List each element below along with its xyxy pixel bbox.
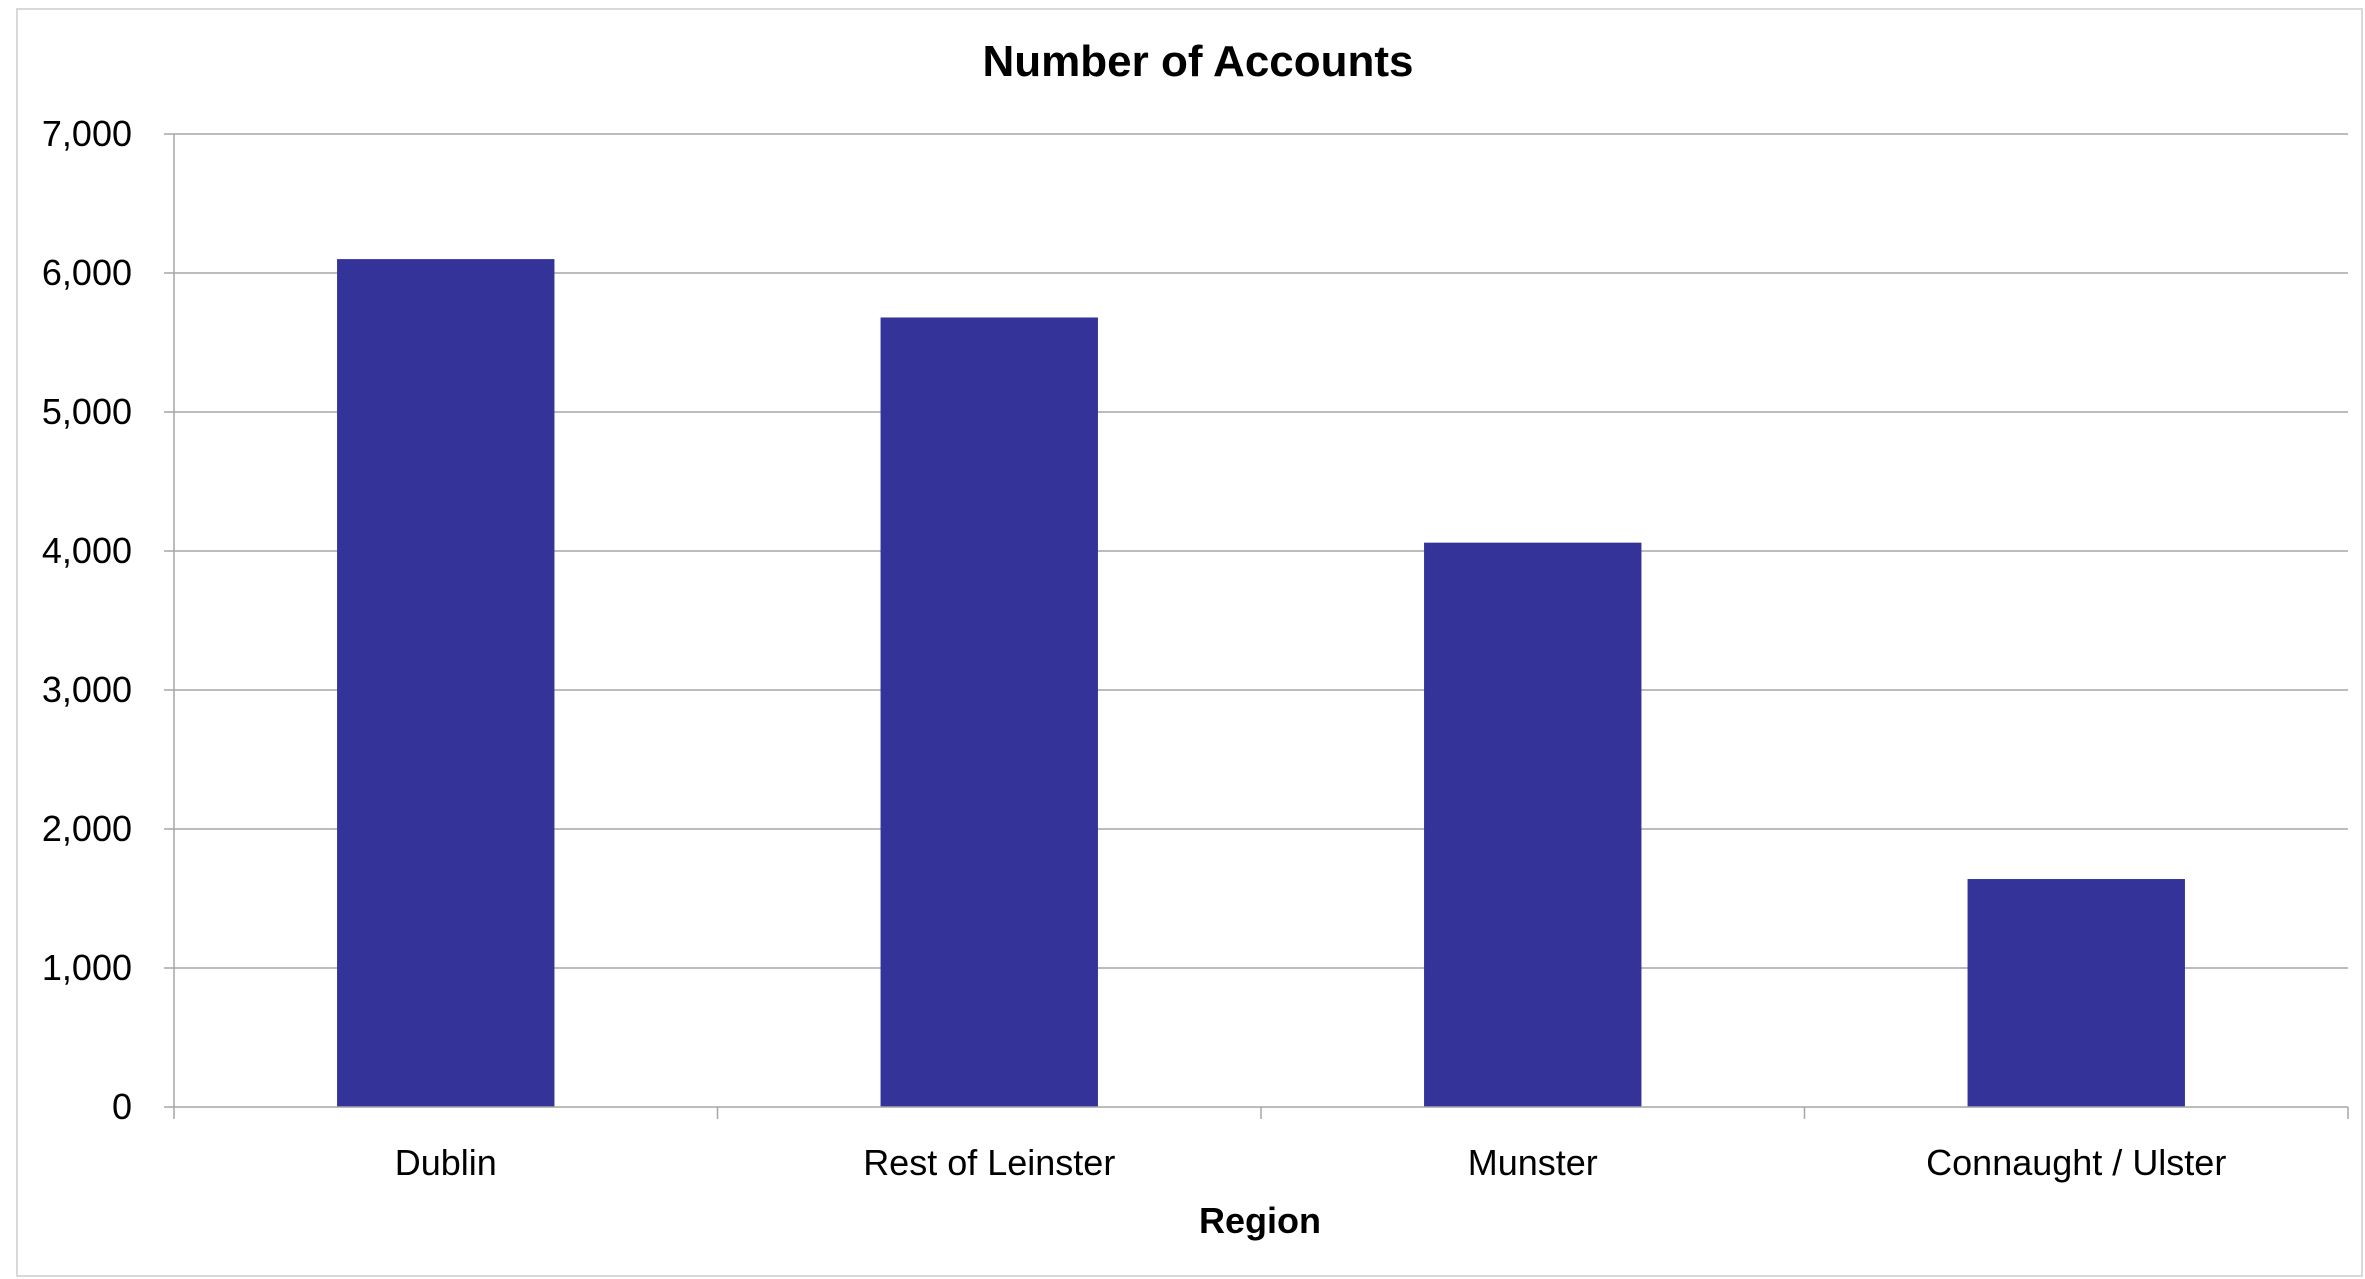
y-tick-label: 1,000 bbox=[42, 947, 132, 988]
bars bbox=[337, 259, 2185, 1108]
y-tick-label: 2,000 bbox=[42, 808, 132, 849]
x-tick-label: Connaught / Ulster bbox=[1926, 1142, 2226, 1183]
bar-dublin bbox=[337, 259, 555, 1108]
chart-title: Number of Accounts bbox=[982, 37, 1413, 86]
bar-connaught-ulster bbox=[1967, 879, 2185, 1107]
y-tick-label: 7,000 bbox=[42, 113, 132, 154]
y-tick-label: 4,000 bbox=[42, 530, 132, 571]
x-axis-title: Region bbox=[1199, 1200, 1321, 1241]
bar-munster bbox=[1424, 542, 1642, 1107]
axes bbox=[164, 133, 2349, 1119]
y-tick-labels: 0 1,000 2,000 3,000 4,000 5,000 6,000 7,000 bbox=[42, 113, 132, 1127]
x-tick-label: Munster bbox=[1468, 1142, 1598, 1183]
y-tick-label: 6,000 bbox=[42, 252, 132, 293]
x-tick-label: Dublin bbox=[395, 1142, 497, 1183]
y-tick-label: 5,000 bbox=[42, 391, 132, 432]
y-tick-label: 3,000 bbox=[42, 669, 132, 710]
y-tick-label: 0 bbox=[112, 1086, 132, 1127]
bar-rest-of-leinster bbox=[880, 317, 1098, 1108]
x-tick-labels: Dublin Rest of Leinster Munster Connaught /… bbox=[395, 1142, 2227, 1183]
x-tick-label: Rest of Leinster bbox=[863, 1142, 1115, 1183]
